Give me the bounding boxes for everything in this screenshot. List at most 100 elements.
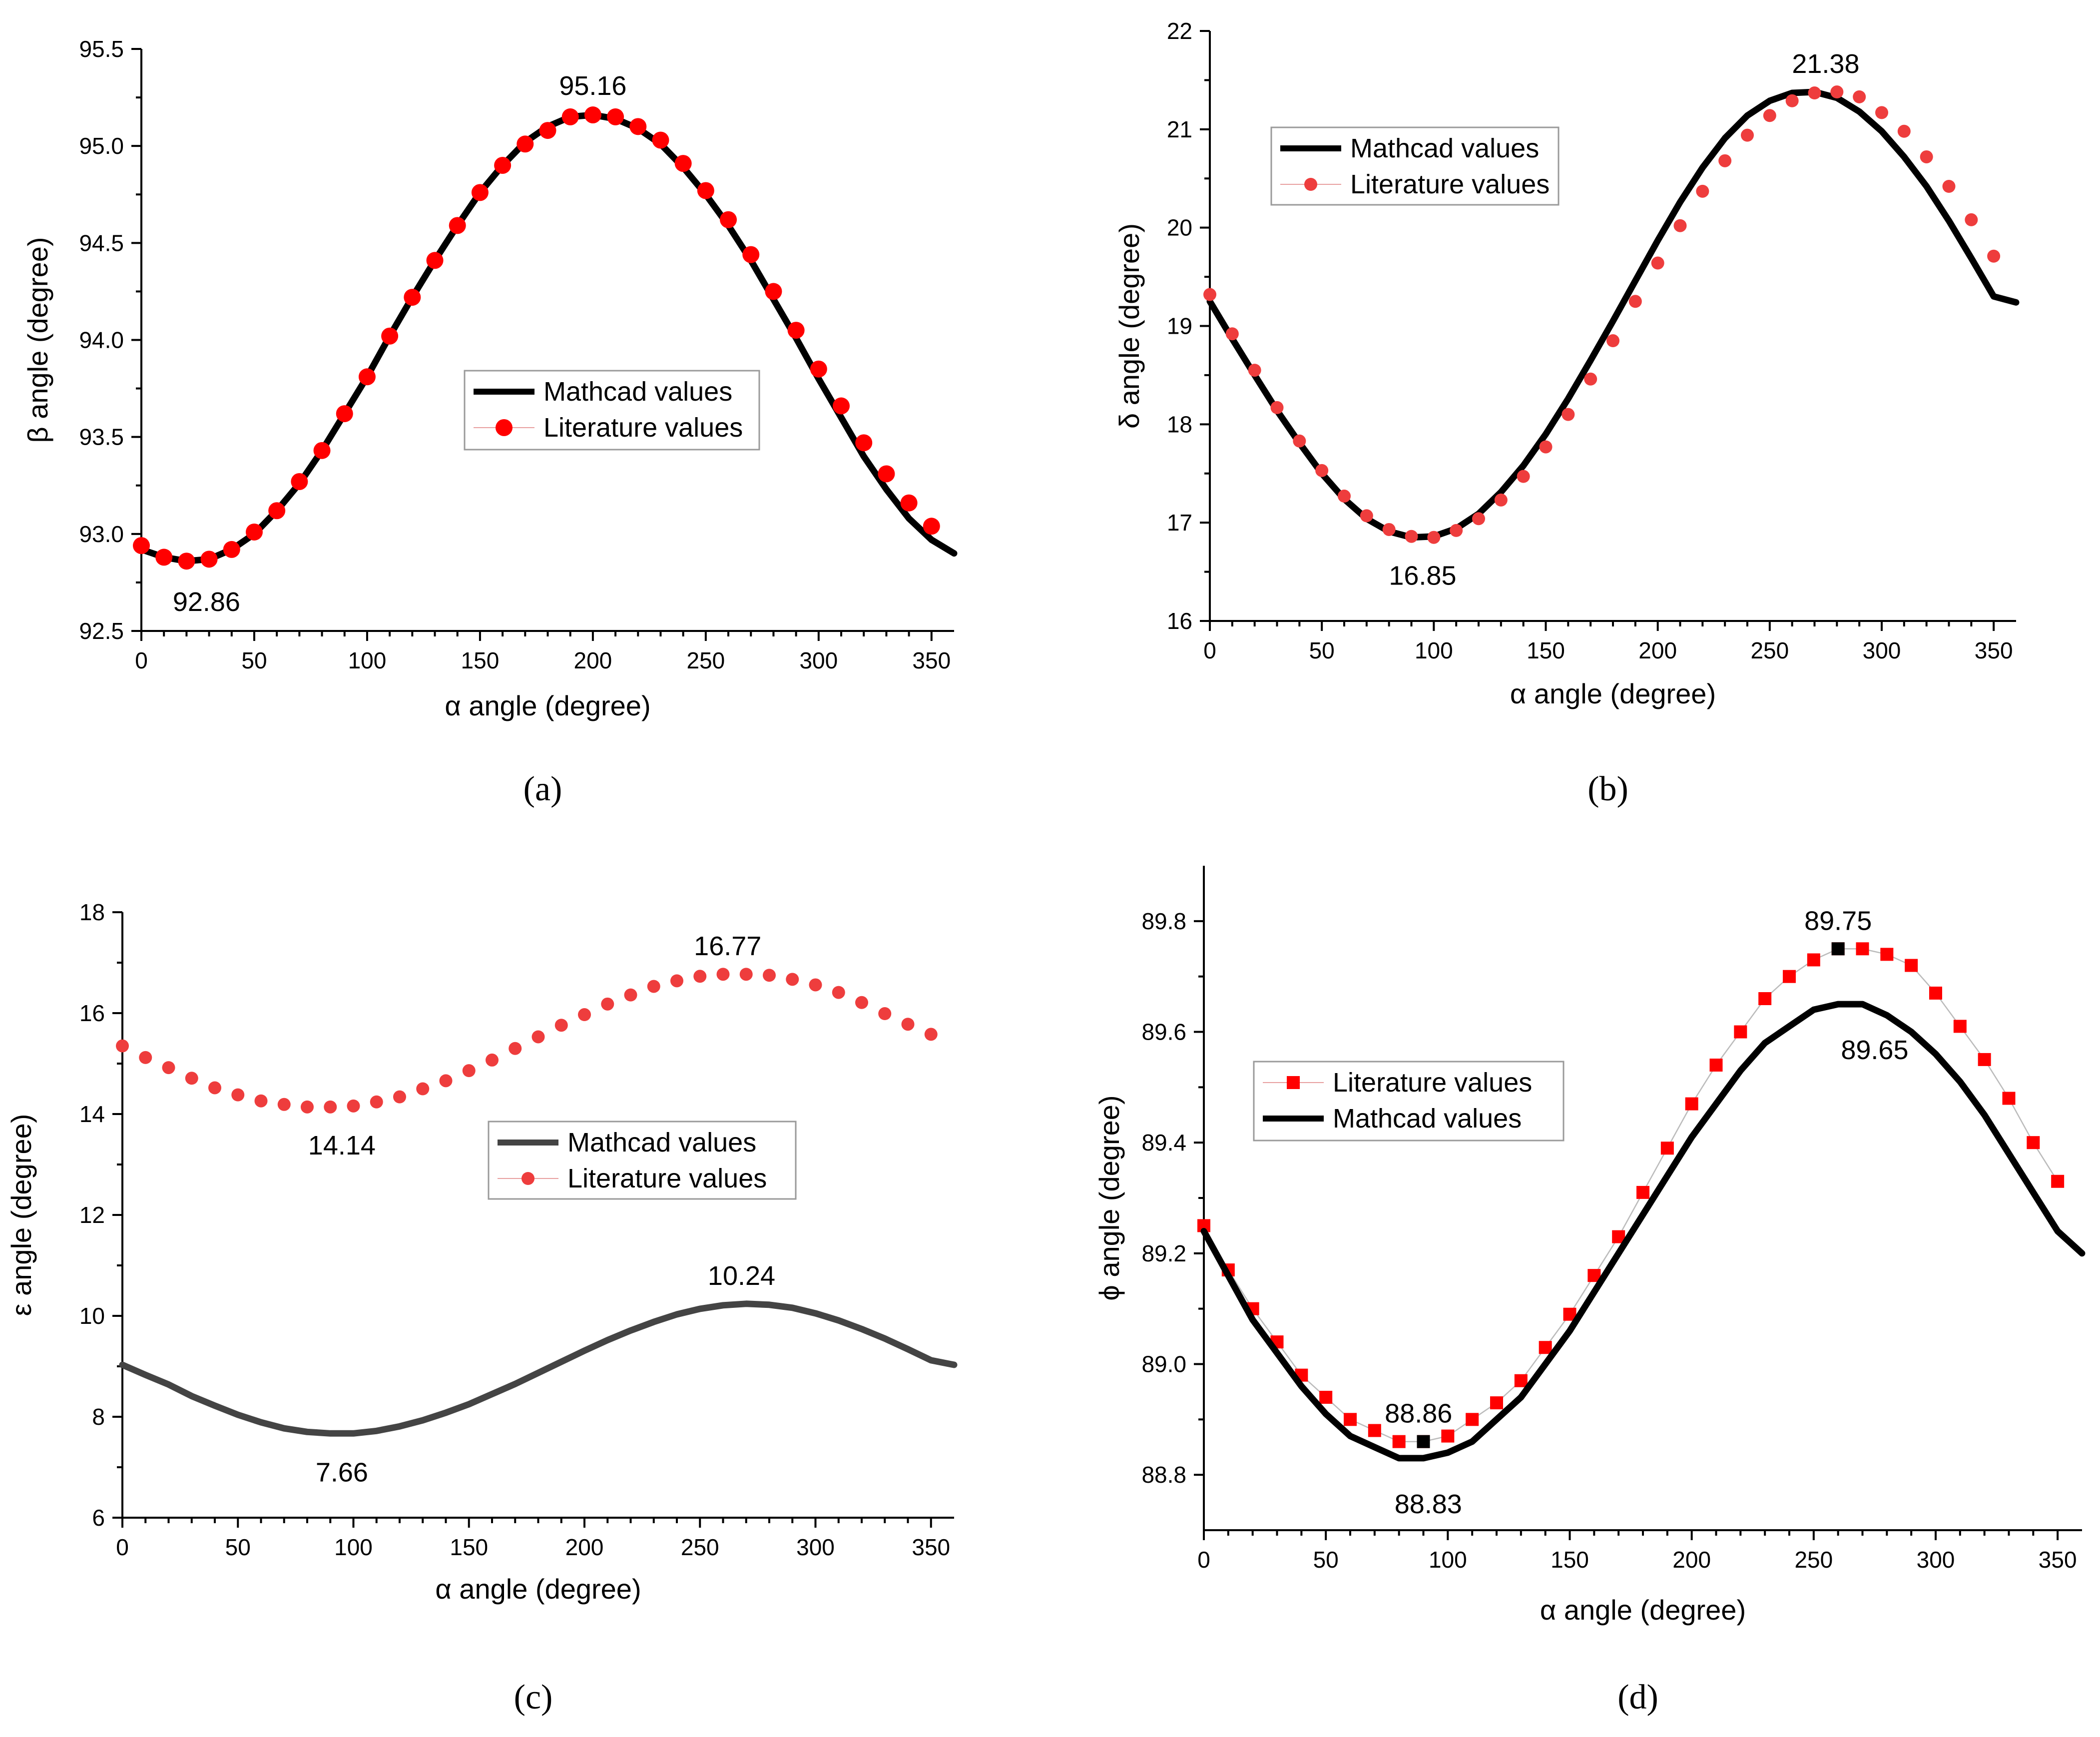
legend: Mathcad values Literature values: [464, 370, 760, 451]
data-point: [786, 973, 799, 986]
data-point: [539, 122, 556, 139]
y-tick-label: 88.8: [1141, 1462, 1186, 1488]
data-point: [1514, 1374, 1528, 1387]
data-point: [313, 442, 331, 459]
data-point: [1987, 249, 2001, 263]
data-point: [358, 368, 376, 386]
data-point: [133, 537, 150, 555]
data-point: [393, 1090, 406, 1104]
data-point: [1783, 970, 1796, 983]
data-point: [347, 1099, 360, 1113]
data-point: [1382, 523, 1396, 536]
data-point: [1472, 512, 1485, 526]
data-point: [561, 108, 579, 125]
y-tick-label: 89.4: [1141, 1130, 1186, 1156]
data-point: [1517, 470, 1530, 483]
data-point: [833, 397, 850, 415]
x-tick-label: 0: [135, 647, 148, 673]
y-tick-label: 95.5: [79, 36, 124, 62]
data-point: [162, 1061, 175, 1075]
x-tick-label: 100: [1415, 637, 1453, 663]
x-tick-label: 200: [1672, 1547, 1711, 1573]
data-point: [1338, 490, 1351, 503]
data-point: [1606, 334, 1619, 348]
data-point: [1651, 256, 1664, 270]
panel-label: (c): [514, 1678, 553, 1717]
data-point: [1758, 992, 1772, 1005]
data-point: [1920, 150, 1933, 163]
legend-box: [1270, 126, 1560, 206]
y-tick-label: 89.0: [1141, 1351, 1186, 1377]
data-point: [471, 184, 489, 201]
panel-label: (a): [524, 770, 562, 808]
data-point: [1539, 440, 1553, 454]
data-annotation: 7.66: [316, 1457, 368, 1487]
legend-label: Literature values: [1350, 169, 1550, 199]
legend-box: [1253, 1061, 1565, 1142]
x-tick-label: 150: [1527, 637, 1565, 663]
legend-box: [464, 370, 760, 451]
x-tick-label: 250: [681, 1534, 719, 1560]
x-tick-label: 50: [1313, 1547, 1339, 1573]
legend-swatch-marker: [496, 419, 513, 436]
y-axis-title: β angle (degree): [22, 237, 53, 443]
chart-panel-b: 0 50 100 150 200 250 300 350 16 17 18 19 20 21 22 α ang…: [1113, 18, 2020, 808]
data-point: [607, 108, 624, 125]
data-point: [1830, 85, 1844, 99]
data-point: [878, 465, 895, 483]
y-tick-label: 20: [1167, 215, 1192, 241]
legend-swatch-marker: [1287, 1076, 1300, 1089]
data-annotation: 10.24: [708, 1261, 775, 1291]
legend-label: Mathcad values: [1333, 1104, 1522, 1134]
data-point: [629, 118, 647, 135]
y-tick-label: 95.0: [79, 133, 124, 159]
y-tick-label: 10: [79, 1303, 105, 1329]
panel-label: (d): [1617, 1678, 1658, 1717]
x-tick-label: 250: [686, 647, 725, 673]
data-point: [624, 988, 637, 1002]
data-point: [200, 551, 218, 568]
data-point: [787, 322, 805, 339]
data-point: [578, 1008, 591, 1022]
data-point: [1942, 179, 1956, 193]
x-tick-label: 0: [1197, 1547, 1210, 1573]
y-tick-label: 14: [79, 1101, 105, 1127]
data-point: [1685, 1097, 1698, 1111]
data-point: [1875, 106, 1888, 119]
data-point: [1562, 408, 1575, 421]
y-tick-label: 8: [92, 1404, 105, 1430]
data-point: [1248, 364, 1261, 377]
data-point: [1763, 109, 1776, 122]
x-tick-label: 150: [450, 1534, 488, 1560]
data-point: [810, 360, 827, 378]
legend-label: Literature values: [1333, 1068, 1532, 1098]
x-tick-label: 150: [461, 647, 500, 673]
data-point: [268, 502, 286, 520]
x-tick-label: 50: [241, 647, 267, 673]
data-point: [1466, 1413, 1479, 1426]
x-tick-label: 300: [799, 647, 838, 673]
data-annotation: 89.75: [1804, 906, 1872, 936]
x-tick-label: 50: [1309, 637, 1335, 663]
data-point: [1718, 154, 1732, 167]
data-point: [1368, 1424, 1381, 1437]
y-tick-label: 94.0: [79, 327, 124, 353]
data-point: [763, 969, 776, 982]
x-tick-label: 200: [574, 647, 612, 673]
x-tick-label: 350: [912, 647, 951, 673]
x-tick-label: 50: [225, 1534, 251, 1560]
series-line-1: [138, 111, 958, 565]
data-point: [404, 289, 421, 306]
data-point: [647, 980, 660, 993]
data-point: [1392, 1435, 1406, 1448]
data-point: [1225, 327, 1239, 341]
x-tick-label: 250: [1794, 1547, 1833, 1573]
data-point: [301, 1100, 314, 1114]
legend: Mathcad values Literature values: [1270, 126, 1560, 206]
x-tick-label: 300: [1917, 1547, 1955, 1573]
legend: Mathcad values Literature values: [488, 1121, 797, 1200]
data-annotation: 88.86: [1385, 1399, 1452, 1429]
data-point: [178, 553, 195, 570]
data-point: [601, 997, 614, 1011]
